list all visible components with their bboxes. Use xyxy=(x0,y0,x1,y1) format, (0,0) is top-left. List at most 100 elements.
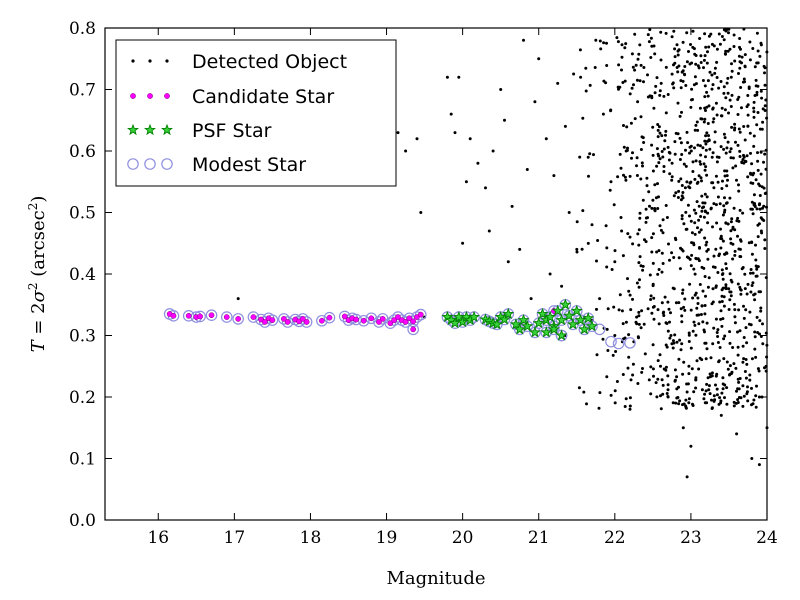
detected-object-point xyxy=(720,324,724,328)
x-tick-label: 16 xyxy=(147,528,169,548)
candidate-star-point xyxy=(170,312,177,319)
detected-object-point xyxy=(742,304,745,308)
detected-object-point xyxy=(662,310,666,314)
detected-object-point xyxy=(728,330,732,334)
detected-object-point xyxy=(703,304,707,307)
detected-object-point xyxy=(729,372,733,376)
candidate-star-series xyxy=(166,308,557,333)
detected-object-point xyxy=(753,330,757,334)
x-tick-label: 23 xyxy=(680,528,702,548)
detected-object-point xyxy=(656,135,660,139)
candidate-star-point xyxy=(410,326,417,333)
x-axis-label: Magnitude xyxy=(386,568,485,589)
detected-object-point xyxy=(719,309,723,313)
candidate-star-point xyxy=(391,317,397,323)
detected-object-point xyxy=(633,117,637,121)
detected-object-point xyxy=(756,168,760,172)
detected-object-point xyxy=(703,95,707,99)
detected-object-point xyxy=(609,180,613,184)
detected-object-point xyxy=(476,161,480,165)
detected-object-point xyxy=(653,209,657,213)
detected-object-point xyxy=(724,52,727,56)
detected-object-point xyxy=(404,149,408,153)
detected-object-point xyxy=(660,251,664,255)
detected-object-point xyxy=(578,155,582,159)
detected-object-point xyxy=(677,256,681,260)
detected-object-point xyxy=(703,275,707,278)
detected-object-point xyxy=(725,386,729,390)
detected-object-point xyxy=(719,246,723,250)
detected-object-point xyxy=(669,334,673,337)
detected-object-point xyxy=(739,288,743,292)
detected-object-point xyxy=(605,265,609,269)
detected-object-point xyxy=(685,475,689,479)
detected-object-point xyxy=(685,130,689,134)
detected-object-point xyxy=(630,156,633,160)
detected-object-point xyxy=(704,389,708,393)
detected-object-point xyxy=(708,147,712,151)
psf-star-point xyxy=(570,304,583,316)
detected-object-point xyxy=(649,365,653,369)
legend-marker xyxy=(131,59,135,63)
detected-object-point xyxy=(533,100,537,104)
detected-object-point xyxy=(677,64,681,68)
detected-object-point xyxy=(605,375,609,379)
detected-object-point xyxy=(738,45,741,49)
candidate-star-point xyxy=(269,317,276,323)
detected-object-point xyxy=(687,340,691,343)
detected-object-point xyxy=(707,384,711,388)
detected-object-point xyxy=(619,166,623,170)
detected-object-point xyxy=(627,333,631,337)
detected-object-point xyxy=(750,357,754,361)
detected-object-point xyxy=(628,407,632,411)
detected-object-point xyxy=(702,66,705,70)
detected-object-point xyxy=(658,224,662,228)
detected-object-point xyxy=(656,152,660,156)
detected-object-point xyxy=(704,155,707,159)
detected-object-point xyxy=(716,341,720,344)
detected-object-point xyxy=(759,290,762,294)
detected-object-point xyxy=(690,367,694,371)
detected-object-point xyxy=(626,366,630,370)
detected-object-point xyxy=(723,169,727,173)
detected-object-point xyxy=(753,65,757,69)
detected-object-point xyxy=(733,308,737,312)
detected-object-point xyxy=(736,143,740,147)
detected-object-point xyxy=(703,139,707,143)
detected-object-point xyxy=(608,188,612,192)
detected-object-point xyxy=(702,58,706,62)
detected-object-point xyxy=(670,175,674,179)
detected-object-point xyxy=(755,123,759,127)
candidate-star-point xyxy=(197,313,203,320)
detected-object-point xyxy=(763,104,767,108)
detected-object-point xyxy=(704,243,708,247)
detected-object-point xyxy=(720,300,724,303)
detected-object-point xyxy=(745,362,749,366)
detected-object-point xyxy=(691,404,695,407)
detected-object-point xyxy=(711,120,715,124)
detected-object-point xyxy=(675,375,679,379)
detected-object-point xyxy=(721,387,725,391)
detected-object-point xyxy=(652,374,655,378)
detected-object-point xyxy=(716,328,720,332)
detected-object-point xyxy=(661,392,665,396)
detected-object-point xyxy=(763,192,767,195)
detected-object-point xyxy=(613,401,617,405)
candidate-star-point xyxy=(223,314,230,320)
detected-object-point xyxy=(725,169,729,173)
detected-object-point xyxy=(704,45,708,49)
detected-object-point xyxy=(703,201,707,205)
detected-object-point xyxy=(752,134,756,138)
detected-object-point xyxy=(744,160,748,163)
detected-object-point xyxy=(727,111,730,115)
detected-object-point xyxy=(724,287,728,291)
modest-star-point xyxy=(220,311,233,323)
detected-object-point xyxy=(652,44,656,48)
detected-object-point xyxy=(419,211,423,214)
detected-object-point xyxy=(596,239,600,242)
detected-object-point xyxy=(757,463,761,467)
detected-object-point xyxy=(673,152,677,156)
detected-object-point xyxy=(757,203,761,207)
detected-object-point xyxy=(623,405,627,408)
detected-object-point xyxy=(700,304,704,308)
